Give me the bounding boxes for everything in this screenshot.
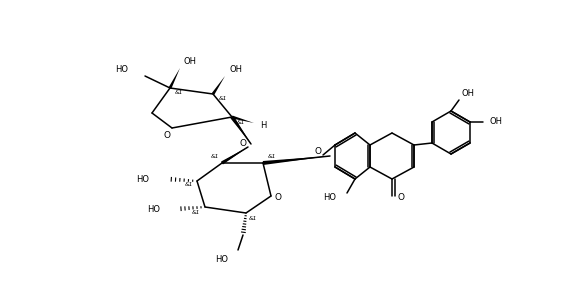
Polygon shape: [263, 156, 330, 165]
Text: O: O: [398, 193, 404, 202]
Text: &1: &1: [249, 215, 257, 221]
Polygon shape: [231, 116, 251, 144]
Polygon shape: [232, 115, 254, 123]
Polygon shape: [169, 68, 180, 89]
Text: &1: &1: [237, 120, 245, 125]
Text: O: O: [164, 132, 170, 141]
Text: O: O: [275, 193, 281, 202]
Text: OH: OH: [489, 117, 502, 127]
Text: &1: &1: [210, 154, 219, 159]
Text: H: H: [260, 120, 267, 130]
Text: &1: &1: [219, 96, 228, 101]
Text: HO: HO: [115, 66, 128, 74]
Text: &1: &1: [175, 91, 184, 96]
Text: OH: OH: [461, 89, 474, 98]
Text: O: O: [315, 147, 321, 156]
Polygon shape: [212, 76, 225, 95]
Text: HO: HO: [147, 205, 160, 214]
Text: HO: HO: [215, 255, 228, 265]
Polygon shape: [221, 147, 248, 164]
Text: HO: HO: [136, 175, 149, 183]
Text: &1: &1: [192, 209, 200, 214]
Text: OH: OH: [184, 57, 197, 67]
Text: HO: HO: [323, 193, 336, 202]
Text: &1: &1: [185, 181, 193, 187]
Text: O: O: [240, 139, 247, 147]
Text: OH: OH: [229, 66, 242, 74]
Text: &1: &1: [268, 154, 276, 159]
